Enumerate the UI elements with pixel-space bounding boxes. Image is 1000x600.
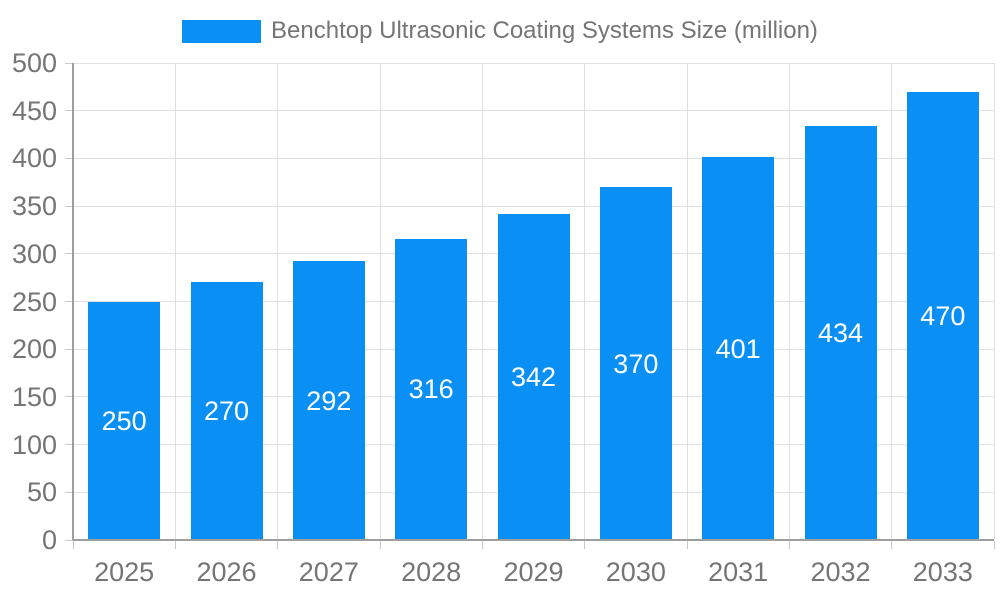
gridline-vertical [891,63,893,540]
y-axis-tick-label: 450 [11,95,57,126]
gridline-vertical [584,63,586,540]
x-axis-tick-label: 2026 [196,557,257,587]
plot-area: 0 50 100 150 200 250 300 350 400 450 500 250 2025 270… [12,48,995,587]
x-axis-tick-label: 2027 [298,557,359,587]
y-axis-tick-label: 50 [26,477,57,508]
y-axis-tick [65,539,73,541]
x-axis-tick-label: 2030 [605,557,666,587]
y-axis-line [72,63,74,540]
x-axis-tick-label: 2032 [810,557,871,587]
x-axis-tick [174,541,176,549]
y-axis-tick [65,62,73,64]
bar[interactable] [599,187,672,540]
gridline-horizontal [73,110,994,112]
gridline-vertical [993,63,995,540]
bar[interactable] [804,125,877,540]
y-axis-tick [65,491,73,493]
x-axis-tick [788,541,790,549]
y-axis-tick-label: 100 [11,429,57,460]
y-axis-tick-label: 0 [41,525,57,555]
gridline-horizontal [73,157,994,159]
legend-swatch[interactable] [182,19,262,43]
x-axis-line [73,539,994,541]
gridline-vertical [686,63,688,540]
y-axis-tick [65,253,73,255]
y-axis-tick-label: 300 [11,238,57,269]
x-axis-tick [277,541,279,549]
x-axis-tick [72,541,74,549]
y-axis-tick-label: 500 [11,48,57,78]
y-axis-tick-label: 200 [11,334,57,365]
x-axis-tick-label: 2025 [94,557,155,587]
bar[interactable] [88,301,161,540]
x-axis-tick [686,541,688,549]
x-axis-tick [993,541,995,549]
y-axis-tick-label: 150 [11,381,57,412]
y-axis-tick [65,348,73,350]
gridline-horizontal [73,205,994,207]
gridline-vertical [379,63,381,540]
chart-legend[interactable]: Benchtop Ultrasonic Coating Systems Size… [0,14,1000,48]
bar[interactable] [497,213,570,540]
bar[interactable] [190,282,263,540]
y-axis-tick [65,444,73,446]
bar[interactable] [906,91,979,540]
gridline-vertical [174,63,176,540]
y-axis-tick [65,301,73,302]
gridline-vertical [481,63,483,540]
x-axis-tick-label: 2029 [503,557,564,587]
gridline-vertical [788,63,790,540]
x-axis-tick-label: 2033 [912,557,973,587]
bar[interactable] [292,261,365,540]
gridline-horizontal [73,62,994,64]
y-axis-tick-label: 400 [11,143,57,174]
y-axis-tick [65,157,73,159]
bar[interactable] [395,238,468,540]
legend-label[interactable]: Benchtop Ultrasonic Coating Systems Size… [271,17,818,44]
gridline-vertical [277,63,279,540]
y-axis-tick-label: 250 [11,286,57,317]
x-axis-tick [379,541,381,549]
x-axis-tick [891,541,893,549]
y-axis-tick [65,110,73,112]
x-axis-tick [584,541,586,549]
bar[interactable] [702,157,775,540]
y-axis-tick [65,205,73,207]
x-axis-tick [481,541,483,549]
y-axis-tick [65,396,73,398]
y-axis-tick-label: 350 [11,191,57,222]
x-axis-tick-label: 2028 [401,557,462,587]
x-axis-tick-label: 2031 [708,557,769,587]
